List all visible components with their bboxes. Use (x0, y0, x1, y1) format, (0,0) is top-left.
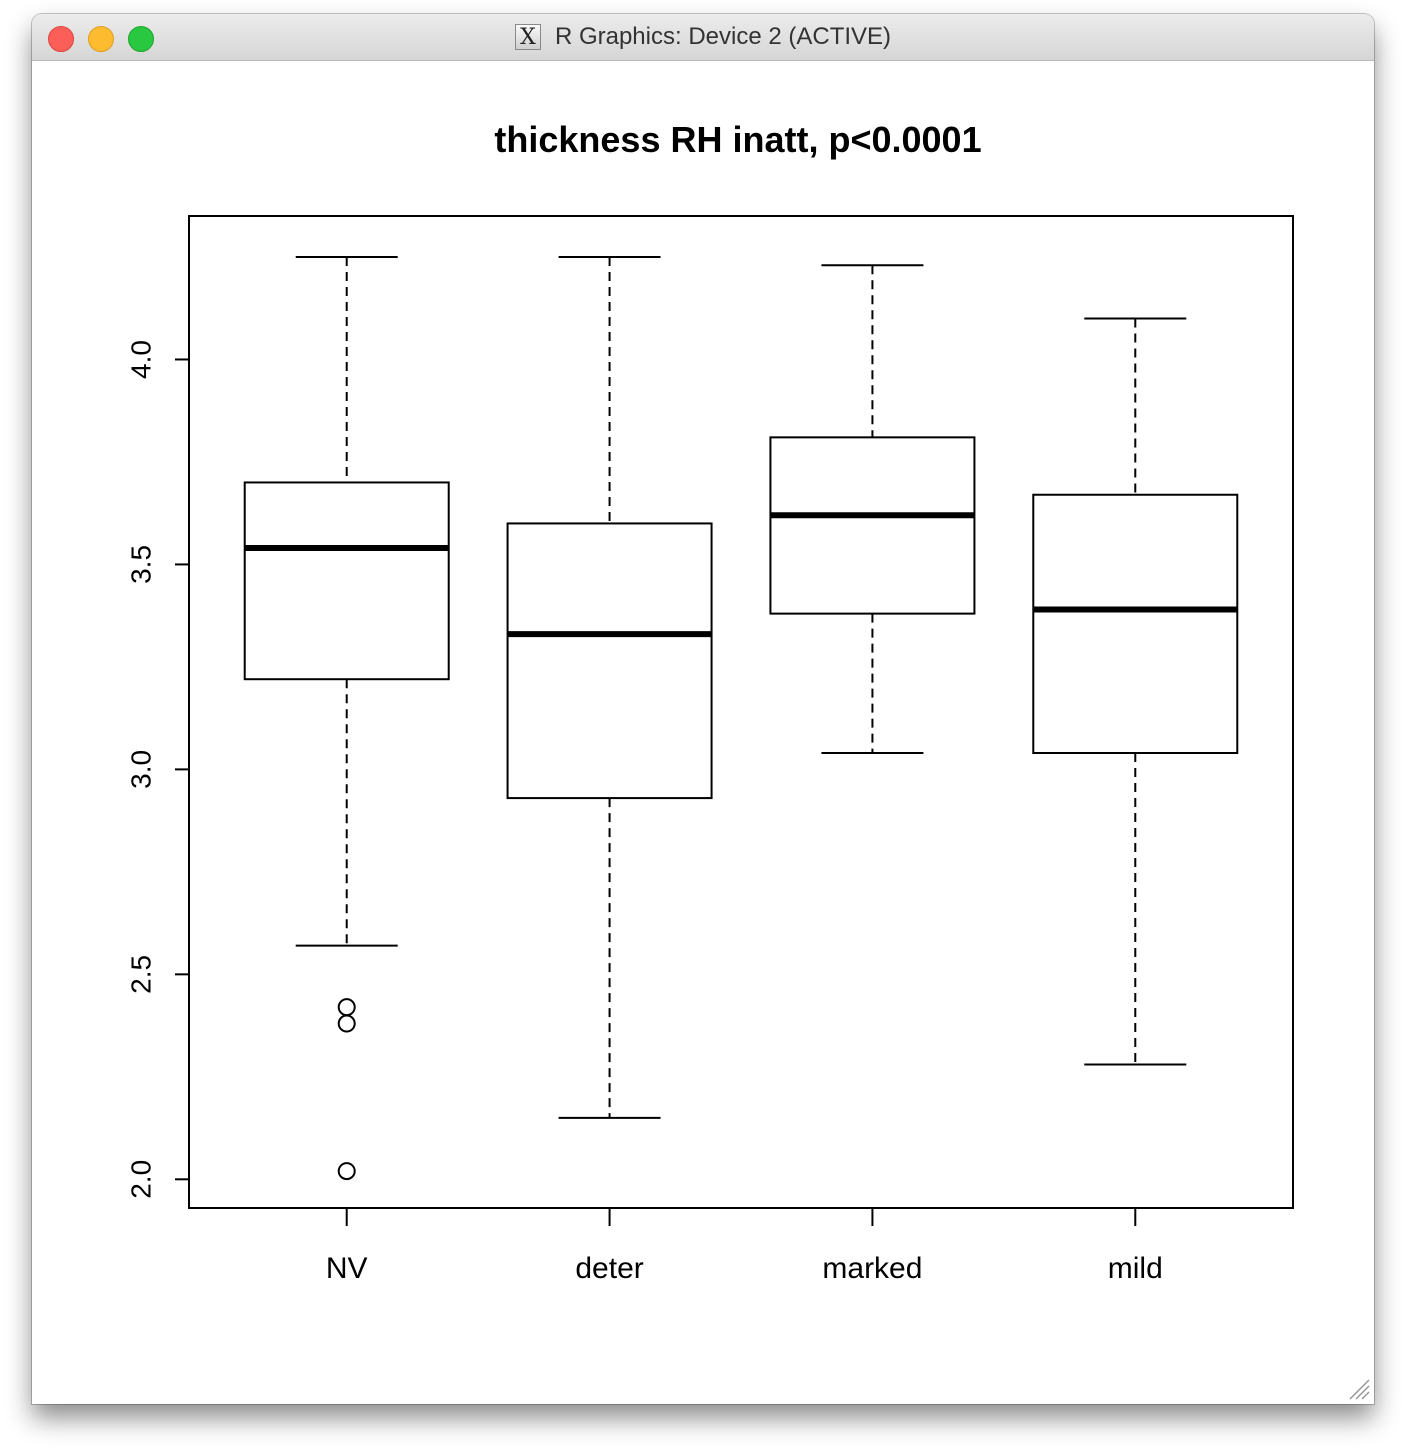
x11-icon: X (514, 24, 541, 50)
box-marked (769, 264, 976, 754)
x-tick-label: NV (326, 1252, 368, 1285)
outlier-point (337, 998, 356, 1017)
window-title: R Graphics: Device 2 (ACTIVE) (554, 23, 892, 50)
iqr-box (506, 522, 713, 800)
x-axis: NV deter marked mild (326, 1207, 1163, 1285)
y-tick-label: 4.0 (126, 340, 157, 379)
title-area: X R Graphics: Device 2 (ACTIVE) (32, 14, 1374, 60)
r-graphics-window: X R Graphics: Device 2 (ACTIVE) thicknes… (32, 14, 1374, 1404)
box-series (243, 255, 1239, 1181)
box-deter (506, 255, 713, 1119)
iqr-box (243, 481, 450, 681)
y-axis: 2.0 2.5 3.0 3.5 4.0 (126, 340, 190, 1199)
outlier-point (337, 1162, 356, 1181)
y-tick-label: 3.5 (126, 545, 157, 584)
close-button[interactable] (48, 26, 74, 52)
box-mild (1032, 317, 1239, 1066)
chart-title: thickness RH inatt, p<0.0001 (494, 119, 981, 160)
y-tick-label: 3.0 (126, 750, 157, 789)
x-tick-label: mild (1108, 1252, 1163, 1285)
x-tick-label: marked (822, 1252, 922, 1285)
y-tick-label: 2.0 (126, 1160, 157, 1199)
iqr-box (1032, 493, 1239, 754)
outlier-point (337, 1014, 356, 1033)
box-nv (243, 255, 450, 1181)
zoom-button[interactable] (128, 26, 154, 52)
resize-grip-icon[interactable] (1346, 1376, 1370, 1400)
minimize-button[interactable] (88, 26, 114, 52)
title-bar[interactable]: X R Graphics: Device 2 (ACTIVE) (32, 14, 1374, 61)
iqr-box (769, 436, 976, 615)
y-tick-label: 2.5 (126, 955, 157, 994)
boxplot-chart: thickness RH inatt, p<0.0001 2.0 2.5 3.0 3.… (126, 119, 1294, 1285)
x-tick-label: deter (575, 1252, 643, 1285)
